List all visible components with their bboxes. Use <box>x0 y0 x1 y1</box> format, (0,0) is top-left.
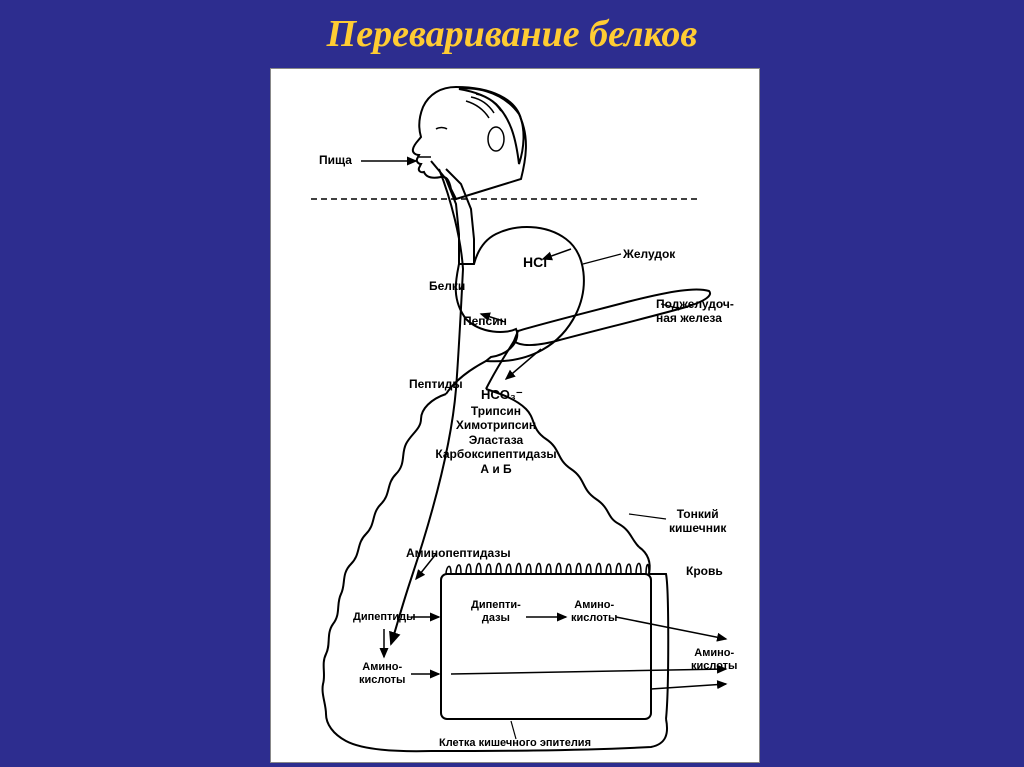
label-pancreas-l2: ная железа <box>656 311 722 325</box>
label-small-intestine: Тонкий кишечник <box>669 507 726 536</box>
label-aa-l1: Амино- <box>362 661 402 673</box>
label-aminoacids-left: Амино- кислоты <box>359 661 405 687</box>
label-pancreas: Поджелудоч- ная железа <box>656 297 734 326</box>
label-enz-1: Трипсин <box>471 404 521 418</box>
label-aa-c1: Амино- <box>574 599 614 611</box>
label-enzymes: Трипсин Химотрипсин Эластаза Карбоксипеп… <box>426 404 566 476</box>
label-aminoacids-blood: Амино- кислоты <box>691 647 737 673</box>
label-dipeptides: Дипептиды <box>353 611 416 624</box>
label-hcl: HCl <box>523 254 547 271</box>
label-aa-b2: кислоты <box>691 660 737 672</box>
label-aa-b1: Амино- <box>694 647 734 659</box>
label-enz-3: Эластаза <box>469 433 523 447</box>
label-pepsin: Пепсин <box>463 314 507 328</box>
label-proteins: Белки <box>429 279 465 293</box>
label-blood: Кровь <box>686 564 723 578</box>
label-aminoacids-cell: Амино- кислоты <box>571 599 617 625</box>
label-aminopeptidases: Аминопептидазы <box>406 546 511 560</box>
label-si-1: Тонкий <box>677 507 719 521</box>
label-stomach: Желудок <box>623 247 675 261</box>
label-dipeptidases: Дипепти- дазы <box>471 599 521 625</box>
label-dip-2: дазы <box>482 612 510 624</box>
label-aa-c2: кислоты <box>571 612 617 624</box>
label-peptides: Пептиды <box>409 377 463 391</box>
label-dip-1: Дипепти- <box>471 599 521 611</box>
label-epithelium: Клетка кишечного эпителия <box>439 737 591 750</box>
label-food: Пища <box>319 153 352 167</box>
label-enz-5: А и Б <box>480 462 511 476</box>
label-aa-l2: кислоты <box>359 674 405 686</box>
label-hco3: HCO₃⁻ <box>481 387 523 403</box>
label-enz-4: Карбоксипептидазы <box>435 447 556 461</box>
page-title: Переваривание белков <box>0 0 1024 56</box>
label-pancreas-l1: Поджелудоч- <box>656 297 734 311</box>
label-si-2: кишечник <box>669 521 726 535</box>
label-enz-2: Химотрипсин <box>456 418 536 432</box>
diagram-container: Пища HCl Желудок Белки Пепсин Поджелудоч… <box>270 68 760 763</box>
